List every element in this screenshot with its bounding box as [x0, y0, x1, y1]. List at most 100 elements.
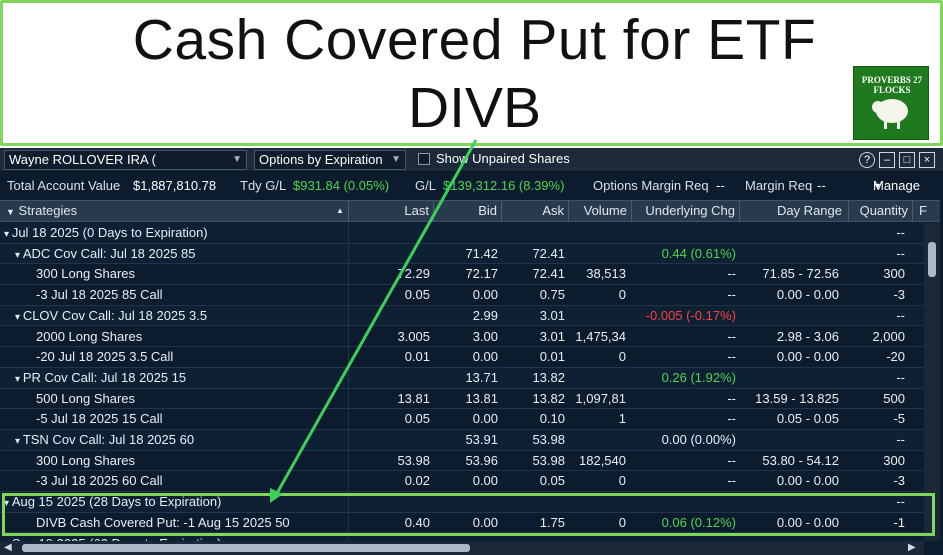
cell-bid: 0.00 [472, 514, 498, 530]
strategy-name: 500 Long Shares [36, 390, 136, 406]
cell-ask: 72.41 [532, 266, 565, 282]
chevron-down-icon: ▼ [391, 154, 401, 165]
collapse-icon[interactable]: ▾ [4, 498, 12, 510]
cell-quantity: -- [896, 369, 905, 385]
account-select-value: Wayne ROLLOVER IRA ( [9, 152, 156, 167]
tdy-gl-label: Tdy G/L [240, 178, 287, 193]
cell-strategy: ▾ PR Cov Call: Jul 18 2025 15 [15, 368, 344, 388]
column-underlying-chg[interactable]: Underlying Chg [632, 201, 740, 221]
collapse-icon[interactable]: ▾ [15, 373, 23, 385]
cell-volume: 182,540 [579, 452, 626, 468]
cell-last: 0.02 [404, 473, 430, 489]
column-bid[interactable]: Bid [434, 201, 502, 221]
cell-bid: 13.81 [465, 390, 498, 406]
cell-bid: 0.00 [472, 411, 498, 427]
cell-ask: 3.01 [539, 307, 565, 323]
account-select[interactable]: Wayne ROLLOVER IRA ( ▼ [4, 150, 247, 170]
cell-underlying-chg [632, 492, 740, 512]
tdy-gl-value: $931.84 (0.05%) [293, 178, 390, 193]
column-divider [348, 223, 349, 541]
collapse-icon[interactable]: ▾ [15, 436, 23, 447]
cell-strategy: ▾ CLOV Cov Call: Jul 18 2025 3.5 [15, 306, 344, 326]
strategy-name: -3 Jul 18 2025 85 Call [36, 287, 163, 303]
sheep-icon [872, 99, 908, 129]
cell-strategy: 300 Long Shares [26, 264, 344, 284]
group-row[interactable]: ▾ Aug 15 2025 (28 Days to Expiration) -- [0, 492, 924, 513]
table-row[interactable]: 300 Long Shares 53.98 53.96 53.98 182,540 -- 5… [0, 450, 924, 472]
column-volume[interactable]: Volume [569, 201, 632, 221]
strategy-name: TSN Cov Call: Jul 18 2025 60 [22, 432, 195, 447]
vertical-scroll-thumb[interactable] [928, 242, 936, 277]
cell-quantity: -- [896, 432, 905, 447]
cell-ask: 1.75 [539, 514, 565, 530]
vertical-scrollbar[interactable] [924, 223, 940, 541]
cell-ask: 53.98 [532, 452, 565, 468]
group-row[interactable]: ▾ PR Cov Call: Jul 18 2025 15 13.71 13.82 0… [0, 367, 924, 389]
scroll-left-icon[interactable]: ◀ [4, 542, 12, 553]
cell-volume: 1,097,81 [575, 390, 626, 406]
horizontal-scroll-thumb[interactable] [22, 544, 470, 552]
cell-bid: 0.00 [472, 287, 498, 303]
cell-quantity: -- [896, 307, 905, 323]
table-row[interactable]: 500 Long Shares 13.81 13.81 13.82 1,097,81 --… [0, 388, 924, 410]
cell-volume [569, 223, 630, 243]
cell-last: 13.81 [397, 390, 430, 406]
group-row[interactable]: ▾ ADC Cov Call: Jul 18 2025 85 71.42 72.41… [0, 243, 924, 265]
cell-last [349, 430, 434, 450]
strategy-name: DIVB Cash Covered Put: -1 Aug 15 2025 50 [36, 514, 290, 530]
minimize-button[interactable]: – [879, 152, 895, 168]
maximize-button[interactable]: □ [899, 152, 915, 168]
table-row[interactable]: 2000 Long Shares 3.005 3.00 3.01 1,475,34 -- 2… [0, 326, 924, 348]
cell-bid: 72.17 [465, 266, 498, 282]
cell-quantity: -5 [893, 411, 905, 427]
chevron-down-icon: ▼ [873, 181, 882, 191]
table-row[interactable]: 300 Long Shares 72.29 72.17 72.41 38,513 -- 71… [0, 264, 924, 286]
column-quantity[interactable]: Quantity [849, 201, 913, 221]
chevron-down-icon: ▼ [232, 154, 242, 165]
show-unpaired-checkbox[interactable] [418, 153, 430, 165]
close-button[interactable]: × [919, 152, 935, 168]
table-row[interactable]: -3 Jul 18 2025 85 Call 0.05 0.00 0.75 0 -- 0.0… [0, 285, 924, 306]
column-day-range[interactable]: Day Range [740, 201, 849, 221]
table-row[interactable]: -3 Jul 18 2025 60 Call 0.02 0.00 0.05 0 -- 0.0… [0, 471, 924, 493]
column-last[interactable]: Last [349, 201, 434, 221]
cell-underlying-chg: -- [727, 390, 736, 406]
view-select[interactable]: Options by Expiration ▼ [254, 150, 406, 170]
cell-underlying-chg: 0.00 (0.00%) [661, 432, 736, 447]
collapse-icon[interactable]: ▾ [4, 229, 12, 240]
group-row[interactable]: ▾ TSN Cov Call: Jul 18 2025 60 53.91 53.98… [0, 430, 924, 451]
cell-last: 72.29 [397, 266, 430, 282]
cell-last: 0.01 [404, 349, 430, 365]
sort-icon: ▼ [6, 207, 15, 217]
table-row[interactable]: -20 Jul 18 2025 3.5 Call 0.01 0.00 0.01 0 -- 0… [0, 347, 924, 368]
logo-text: PROVERBS 27 FLOCKS [861, 75, 923, 95]
sort-arrow-icon: ▲ [336, 206, 344, 215]
cell-volume [569, 306, 630, 326]
title-banner: Cash Covered Put for ETF DIVB PROVERBS 2… [0, 0, 943, 146]
collapse-icon[interactable]: ▾ [15, 249, 23, 261]
banner-title: Cash Covered Put for ETF [132, 8, 817, 72]
column-extra[interactable]: F [919, 203, 927, 218]
column-ask[interactable]: Ask [502, 201, 569, 221]
strategy-name: -20 Jul 18 2025 3.5 Call [36, 349, 174, 365]
cell-day-range: 0.00 - 0.00 [776, 349, 839, 365]
help-icon[interactable]: ? [859, 152, 875, 168]
cell-ask: 13.82 [532, 390, 565, 406]
collapse-icon[interactable]: ▾ [15, 311, 23, 323]
cell-day-range: 2.98 - 3.06 [776, 328, 839, 344]
cell-last [349, 223, 434, 243]
group-row[interactable]: ▾ CLOV Cov Call: Jul 18 2025 3.5 2.99 3.01… [0, 305, 924, 327]
column-strategies[interactable]: ▼ Strategies ▲ [0, 201, 349, 221]
options-margin-label: Options Margin Req [593, 178, 709, 193]
group-row[interactable]: ▾ Jul 18 2025 (0 Days to Expiration) -- [0, 223, 924, 244]
scroll-right-icon[interactable]: ▶ [908, 542, 916, 553]
table-row[interactable]: DIVB Cash Covered Put: -1 Aug 15 2025 50… [0, 512, 924, 534]
cell-quantity: -- [896, 245, 905, 261]
cell-day-range [740, 492, 843, 512]
cell-last: 53.98 [397, 452, 430, 468]
cell-bid: 71.42 [465, 245, 498, 261]
cell-quantity: -1 [893, 514, 905, 530]
cell-day-range: 53.80 - 54.12 [762, 452, 839, 468]
table-row[interactable]: -5 Jul 18 2025 15 Call 0.05 0.00 0.10 1 -- 0.0… [0, 409, 924, 430]
gl-label: G/L [415, 178, 436, 193]
